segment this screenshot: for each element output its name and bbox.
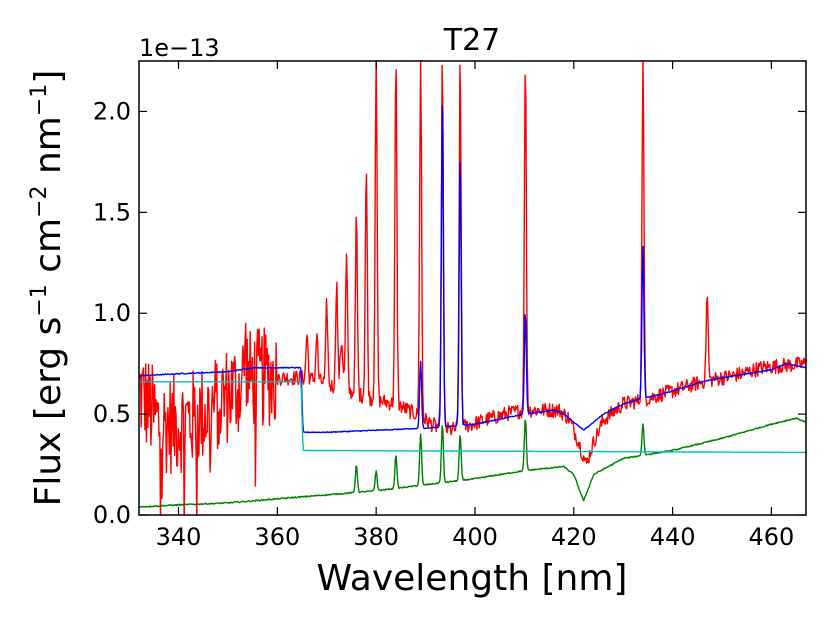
- y-tick-label: 2.0: [93, 97, 131, 125]
- x-axis-ticks: 340 360 380 400 420 440 460: [156, 61, 795, 551]
- series-line-cyan: [139, 381, 806, 454]
- y-axis-ticks: 0.0 0.5 1.0 1.5 2.0: [93, 97, 806, 529]
- y-tick-label: 0.0: [93, 501, 131, 529]
- y-tick-label: 1.5: [93, 198, 131, 226]
- chart-title: T27: [443, 23, 501, 58]
- x-tick-label: 360: [254, 523, 300, 551]
- x-tick-label: 440: [650, 523, 696, 551]
- x-axis-label: Wavelength [nm]: [317, 558, 628, 599]
- x-tick-label: 340: [156, 523, 202, 551]
- plot-frame: [138, 60, 807, 516]
- y-axis-label: Flux [erg s−1 cm−2 nm−1]: [27, 70, 69, 507]
- x-tick-label: 400: [452, 523, 498, 551]
- series-line-red: [139, 61, 806, 515]
- series-line-blue: [139, 105, 806, 434]
- x-tick-label: 460: [749, 523, 795, 551]
- series-layer: [139, 61, 806, 515]
- series-line-green: [139, 417, 806, 509]
- x-tick-label: 420: [551, 523, 597, 551]
- y-tick-label: 1.0: [93, 299, 131, 327]
- y-tick-label: 0.5: [93, 400, 131, 428]
- y-offset-text: 1e−13: [139, 34, 220, 62]
- x-tick-label: 380: [353, 523, 399, 551]
